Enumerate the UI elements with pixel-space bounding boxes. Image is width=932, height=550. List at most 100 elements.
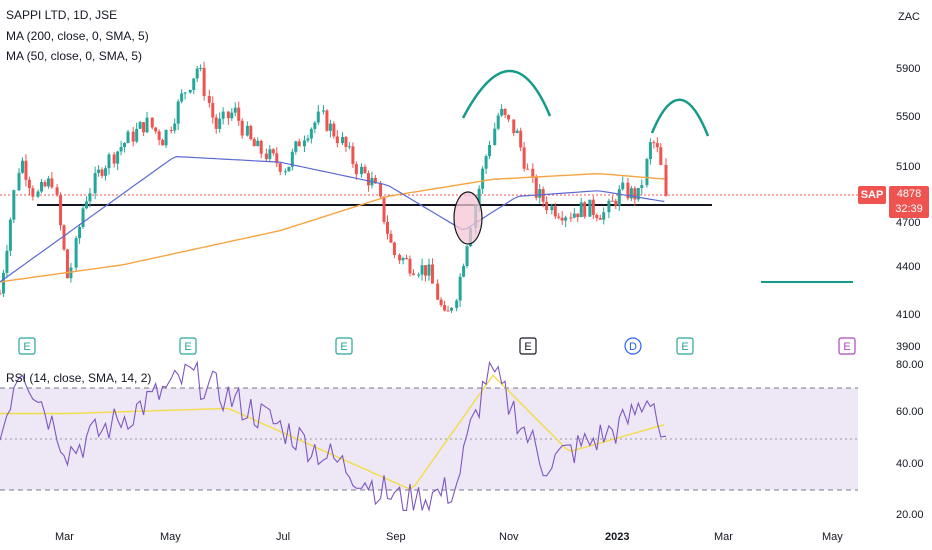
candle-body (297, 141, 301, 147)
candle-body (449, 307, 453, 311)
candle-body (366, 173, 370, 186)
price-tick: 5500 (896, 111, 920, 123)
candle-body (541, 189, 545, 202)
candle-body (8, 219, 12, 251)
last-price: 4878 (896, 188, 922, 200)
candle-body (347, 146, 351, 148)
candle-body (385, 222, 389, 234)
candle-body (598, 218, 602, 220)
time-tick: May (822, 531, 843, 543)
candle-body (271, 149, 275, 154)
price-tick: 5100 (896, 161, 920, 173)
candle-body (588, 199, 592, 217)
ma50-legend[interactable]: MA (50, close, 0, SMA, 5) (6, 49, 143, 63)
candle-body (354, 164, 358, 175)
candle-body (389, 233, 393, 243)
candle-body (88, 193, 92, 202)
candle-body (264, 153, 268, 160)
candle-body (290, 151, 294, 167)
candle-body (62, 225, 66, 250)
candle-body (439, 299, 443, 306)
candle-body (640, 185, 644, 188)
support-ellipse[interactable] (453, 191, 483, 245)
svg-text:E: E (843, 341, 850, 353)
candle-body (36, 191, 40, 197)
rsi-axis[interactable]: 80.00 60.00 40.00 20.00 (896, 359, 924, 521)
candle-body (424, 265, 428, 276)
price-axis[interactable]: ZAC 5900 5500 5100 4700 4400 4100 3900 (896, 11, 920, 353)
candle-body (1, 272, 5, 294)
candle-body (645, 159, 649, 186)
candle-body (405, 258, 409, 260)
candle-body (655, 143, 659, 148)
candle-body (123, 143, 127, 148)
ma200-legend[interactable]: MA (200, close, 0, SMA, 5) (6, 29, 149, 43)
dividend-marker: D (624, 337, 642, 355)
candle-body (534, 176, 538, 198)
candle-body (332, 123, 336, 137)
candle-body (591, 199, 595, 215)
candle-body (325, 110, 329, 131)
candle-body (610, 200, 614, 202)
candle-body (245, 125, 249, 136)
candle-body (443, 305, 447, 311)
candle-body (321, 110, 325, 112)
candle-body (417, 274, 421, 276)
svg-text:E: E (340, 341, 347, 353)
candle-body (154, 127, 158, 132)
candle-body (465, 246, 469, 267)
candle-body (484, 156, 488, 169)
time-axis[interactable]: Mar May Jul Sep Nov 2023 Mar May (55, 531, 843, 543)
candle-body (477, 188, 481, 206)
svg-text:D: D (629, 341, 637, 353)
left-shoulder-arc[interactable] (461, 69, 552, 119)
candle-body (119, 147, 123, 152)
candle-body (545, 201, 549, 211)
candle-body (176, 101, 180, 124)
candle-body (503, 108, 507, 115)
candle-body (252, 139, 256, 147)
candle-body (150, 117, 154, 128)
candle-body (17, 172, 21, 191)
svg-text:E: E (681, 341, 688, 353)
candle-body (78, 226, 82, 239)
candle-body (522, 147, 526, 169)
right-shoulder-arc[interactable] (650, 98, 710, 137)
candle-body (24, 160, 28, 180)
candle-body (199, 67, 203, 69)
rsi-legend[interactable]: RSI (14, close, SMA, 14, 2) (6, 371, 152, 385)
candle-body (462, 266, 466, 277)
candle-body (373, 177, 377, 184)
earnings-marker: E (838, 337, 856, 355)
candle-body (142, 122, 146, 133)
candle-body (379, 183, 383, 197)
candle-body (569, 217, 573, 219)
candle-body (161, 139, 165, 146)
price-axis-currency: ZAC (898, 11, 920, 23)
rsi-tick: 20.00 (896, 509, 924, 521)
rsi-tick: 80.00 (896, 359, 924, 371)
candle-body (278, 163, 282, 172)
candle-body (648, 142, 652, 160)
candle-body (488, 144, 492, 157)
bar-countdown: 32:39 (895, 203, 923, 215)
rsi-tick: 40.00 (896, 458, 924, 470)
candle-body (572, 213, 576, 218)
candle-body (302, 140, 306, 147)
candle-body (420, 265, 424, 275)
candle-body (398, 254, 402, 261)
candle-body (557, 216, 561, 218)
candle-body (268, 149, 272, 160)
candle-body (564, 217, 568, 221)
candle-body (31, 188, 35, 197)
candle-body (515, 130, 519, 134)
candle-body (104, 168, 108, 176)
candle-body (207, 96, 211, 103)
price-tick: 4400 (896, 261, 920, 273)
symbol-badge: SAP (858, 186, 886, 204)
candle-body (335, 136, 339, 144)
chart-title[interactable]: SAPPI LTD, 1D, JSE (6, 8, 118, 22)
candle-body (519, 130, 523, 148)
candle-body (328, 123, 332, 131)
candle-body (233, 107, 237, 113)
